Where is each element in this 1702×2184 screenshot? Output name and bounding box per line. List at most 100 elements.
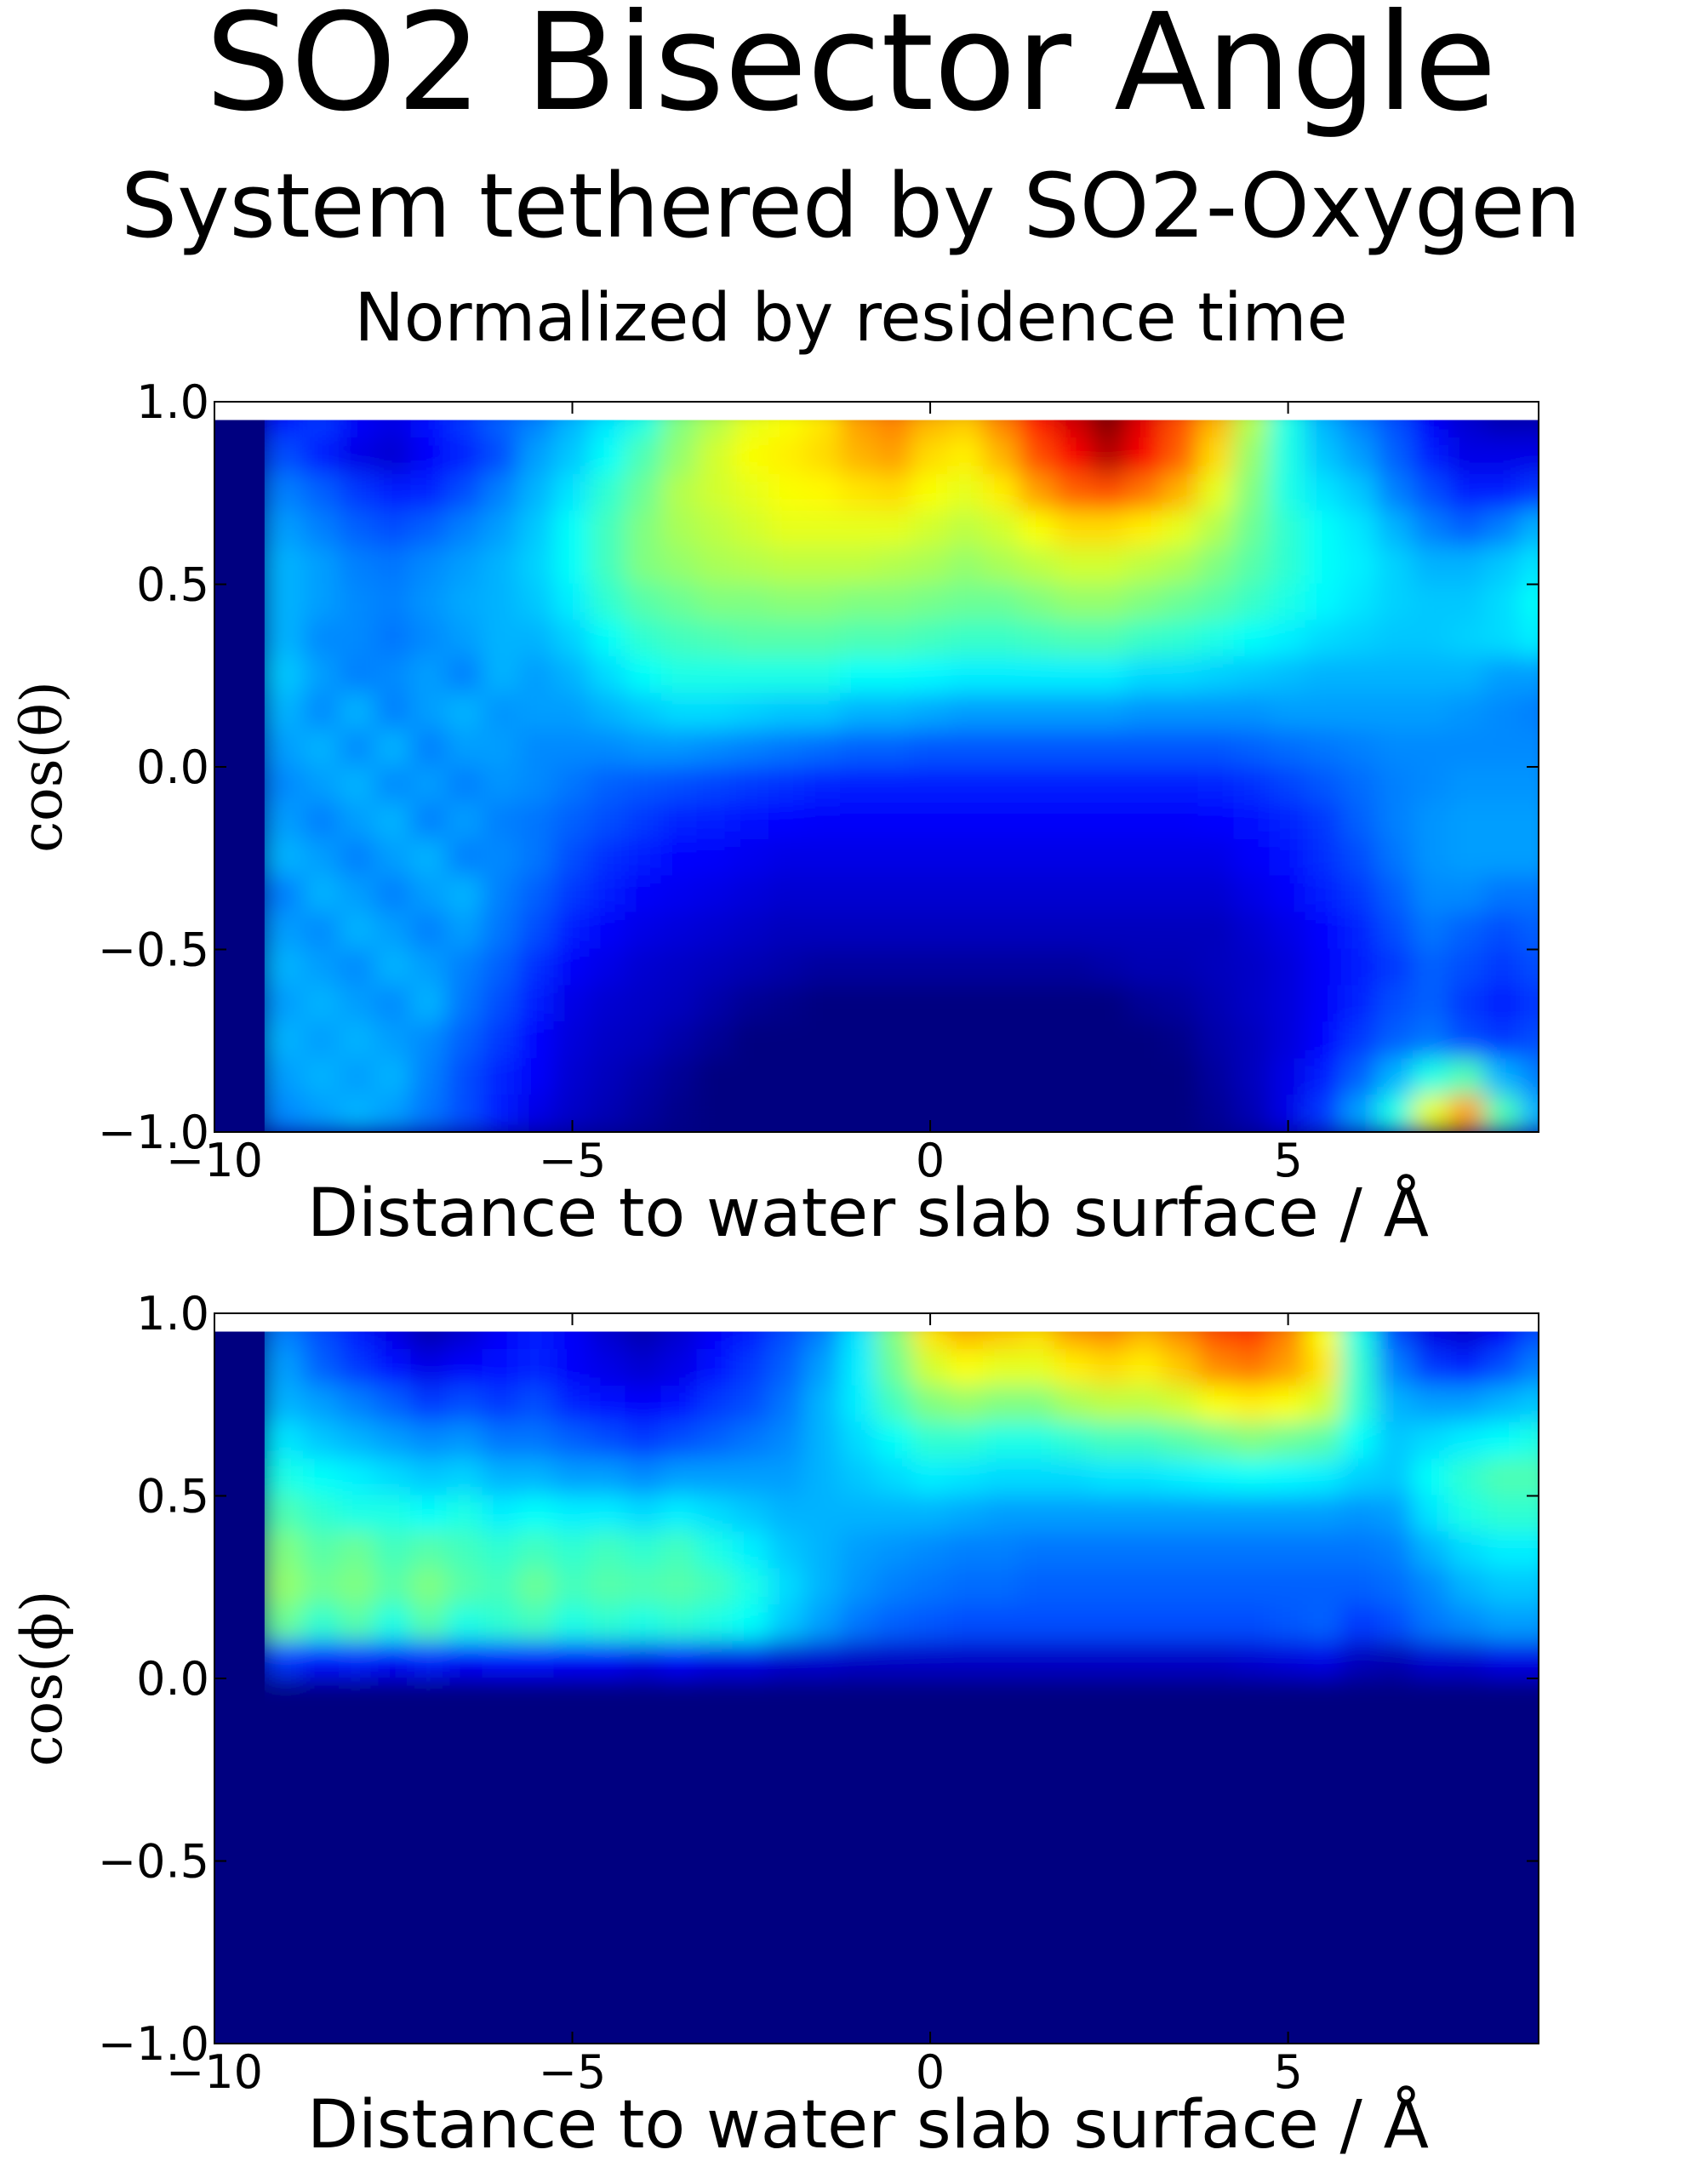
heatmap-cell: [339, 1713, 377, 1752]
heatmap-cell: [911, 1604, 950, 1644]
heatmap-cell: [1126, 1568, 1164, 1607]
heatmap-cell: [1376, 620, 1414, 659]
heatmap-cell: [911, 1495, 950, 1534]
heatmap-cell: [1197, 1095, 1236, 1132]
heatmap-cell: [1519, 838, 1539, 878]
heatmap-cell: [1269, 1495, 1307, 1534]
heatmap-cell: [267, 1641, 306, 1679]
heatmap-cell: [482, 1021, 520, 1061]
heatmap-cell: [1019, 1058, 1057, 1097]
heatmap-cell: [1019, 985, 1057, 1024]
heatmap-cell: [911, 1331, 950, 1351]
heatmap-cell: [732, 583, 770, 622]
heatmap-cell: [732, 1495, 770, 1534]
heatmap-cell: [267, 838, 306, 878]
heatmap-cell: [1269, 1860, 1307, 1899]
heatmap-cell: [876, 583, 914, 622]
heatmap-cell: [374, 437, 413, 476]
heatmap-cell: [876, 875, 914, 914]
y-axis-label: cos(θ): [9, 681, 75, 853]
heatmap-cell: [1233, 420, 1271, 439]
heatmap-cell: [1162, 1021, 1200, 1061]
heatmap-cell: [1019, 1095, 1057, 1132]
heatmap-cell: [482, 1678, 520, 1716]
heatmap-cell: [589, 620, 627, 659]
heatmap-cell: [1519, 1750, 1539, 1789]
heatmap-cell: [1090, 693, 1128, 732]
heatmap-cell: [482, 656, 520, 695]
heatmap-cell: [374, 693, 413, 732]
heatmap-cell: [1305, 693, 1343, 732]
heatmap-cell: [1340, 620, 1379, 659]
heatmap-cell: [1376, 1823, 1414, 1862]
heatmap-cell: [732, 1458, 770, 1497]
heatmap-cell: [1376, 583, 1414, 622]
heatmap-cell: [1340, 802, 1379, 841]
heatmap-cell: [1090, 1933, 1128, 1972]
heatmap-cell: [517, 693, 556, 732]
heatmap-cell: [410, 912, 448, 951]
heatmap-cell: [1412, 1678, 1450, 1716]
heatmap-cell: [696, 1604, 734, 1644]
heatmap-cell: [983, 912, 1021, 951]
heatmap-cell: [1054, 1021, 1093, 1061]
heatmap-cell: [446, 1933, 484, 1972]
figure-subtitle: System tethered by SO2-Oxygen: [121, 154, 1581, 258]
y-tick-label: −0.5: [98, 923, 209, 977]
heatmap-cell: [1519, 1021, 1539, 1061]
heatmap-cell: [625, 838, 663, 878]
heatmap-cell: [732, 948, 770, 987]
heatmap-cell: [1162, 1641, 1200, 1679]
heatmap-cell: [589, 420, 627, 439]
heatmap-cell: [1197, 912, 1236, 951]
heatmap-cell: [410, 802, 448, 841]
heatmap-cell: [1483, 1641, 1522, 1679]
heatmap-cell: [1376, 729, 1414, 768]
heatmap-cell: [1305, 1531, 1343, 1570]
heatmap-cell: [339, 1421, 377, 1461]
heatmap-cell: [1090, 802, 1128, 841]
heatmap-cell: [1519, 1787, 1539, 1826]
heatmap-cell: [303, 620, 341, 659]
heatmap-cell: [947, 1933, 985, 1972]
heatmap-cell: [1019, 1823, 1057, 1862]
heatmap-cell: [1126, 729, 1164, 768]
heatmap-cell: [625, 693, 663, 732]
heatmap-cell: [696, 583, 734, 622]
heatmap-cell: [1448, 1348, 1486, 1387]
heatmap-cell: [768, 693, 806, 732]
heatmap-cell: [839, 693, 877, 732]
heatmap-cell: [625, 1970, 663, 2009]
heatmap-cell: [1448, 1458, 1486, 1497]
heatmap-cell: [517, 1021, 556, 1061]
heatmap-cell: [1019, 1641, 1057, 1679]
heatmap-cell: [947, 948, 985, 987]
heatmap-cell: [482, 473, 520, 512]
heatmap-cell: [625, 1641, 663, 1679]
heatmap-cell: [589, 1604, 627, 1644]
heatmap-cell: [1376, 1021, 1414, 1061]
heatmap-cell: [410, 1641, 448, 1679]
heatmap-cell: [660, 875, 699, 914]
heatmap-cell: [983, 1823, 1021, 1862]
heatmap-cell: [839, 2006, 877, 2044]
heatmap-cell: [1340, 1678, 1379, 1716]
heatmap-cell: [1233, 620, 1271, 659]
heatmap-cell: [589, 1495, 627, 1534]
heatmap-cell: [1305, 583, 1343, 622]
heatmap-cell: [660, 1713, 699, 1752]
heatmap-cell: [1019, 838, 1057, 878]
heatmap-cell: [1269, 693, 1307, 732]
heatmap-cell: [267, 948, 306, 987]
heatmap-cell: [803, 1348, 842, 1387]
heatmap-cell: [1162, 1933, 1200, 1972]
heatmap-cell: [1126, 1331, 1164, 1351]
heatmap-cell: [482, 729, 520, 768]
heatmap-cell: [1054, 1678, 1093, 1716]
heatmap-cell: [1305, 729, 1343, 768]
heatmap-cell: [1197, 420, 1236, 439]
heatmap-cell: [876, 546, 914, 586]
heatmap-cell: [1233, 1713, 1271, 1752]
heatmap-cell: [374, 1750, 413, 1789]
heatmap-cell: [339, 948, 377, 987]
